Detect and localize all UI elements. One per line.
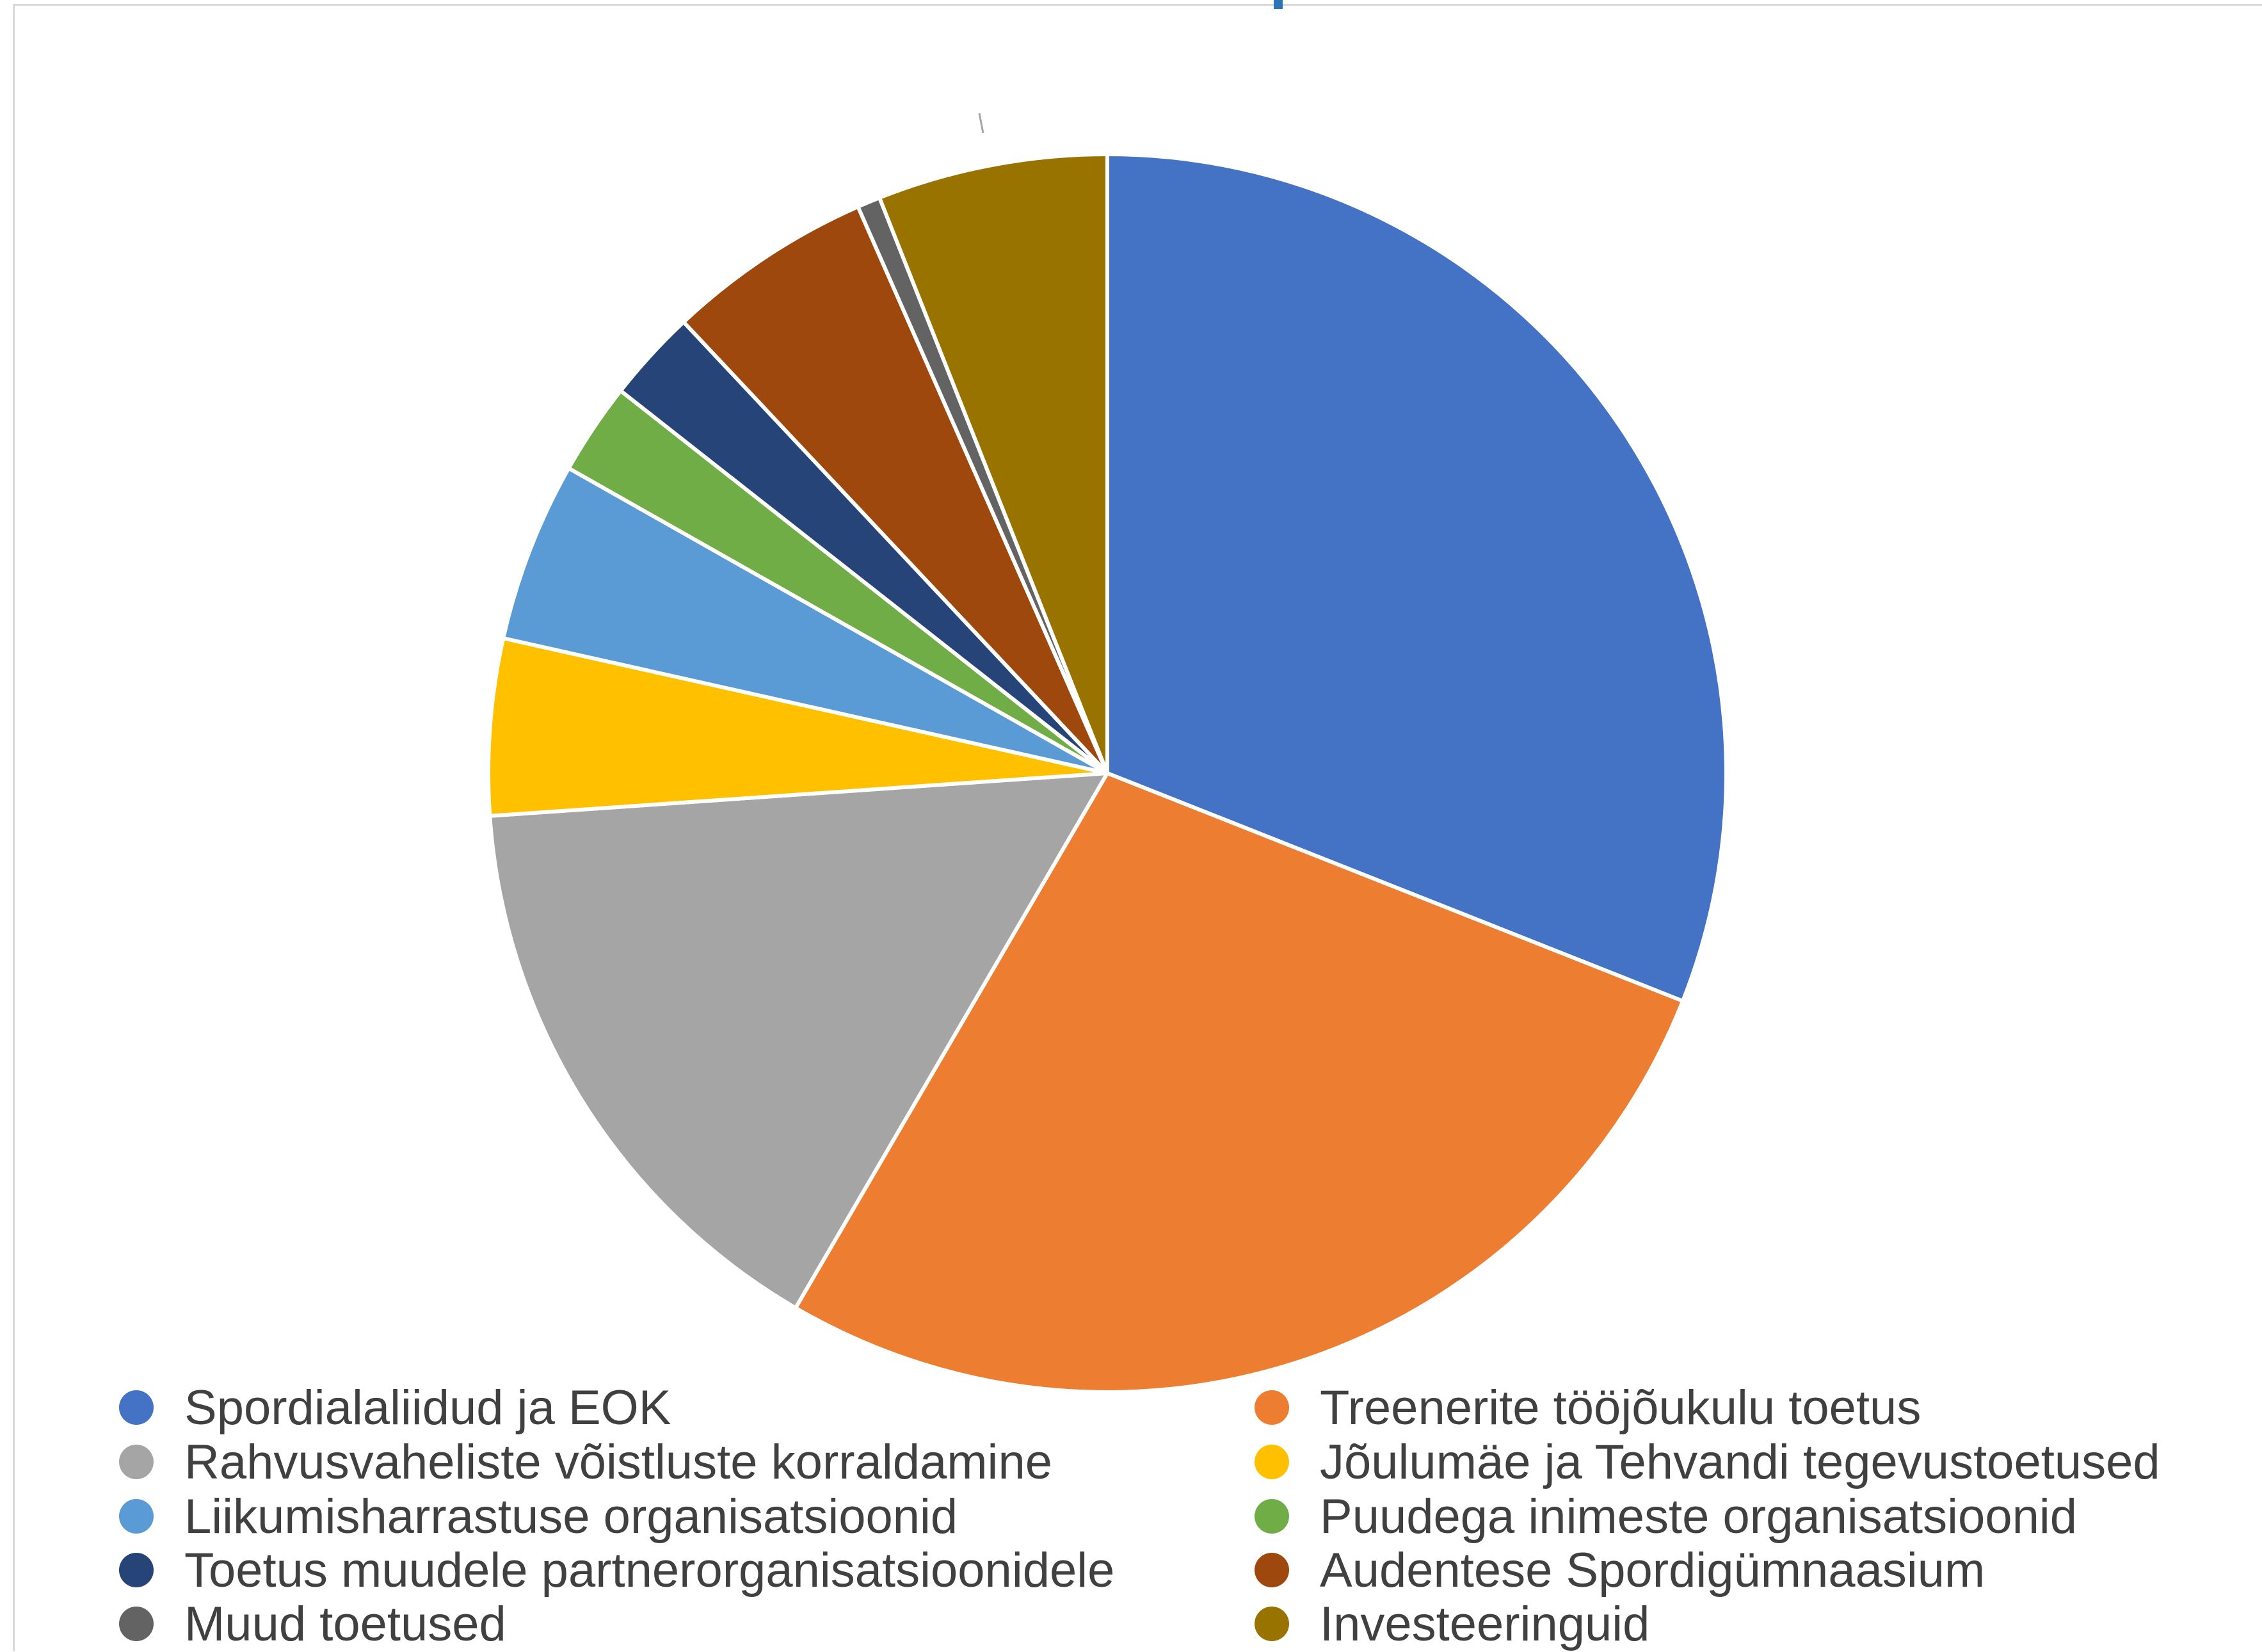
title-fragment (1274, 0, 1283, 9)
pie-slice-8 (682, 204, 1109, 775)
pie-slice-3 (488, 771, 1109, 1310)
pie-slice-10 (878, 152, 1109, 775)
pie-slice-1 (1105, 152, 1728, 1003)
leader-line (978, 113, 984, 134)
chart-frame (13, 4, 2262, 1651)
pie-slices (486, 152, 1728, 1394)
pie-slice-4 (486, 636, 1109, 818)
pie-slice-5 (501, 466, 1109, 775)
